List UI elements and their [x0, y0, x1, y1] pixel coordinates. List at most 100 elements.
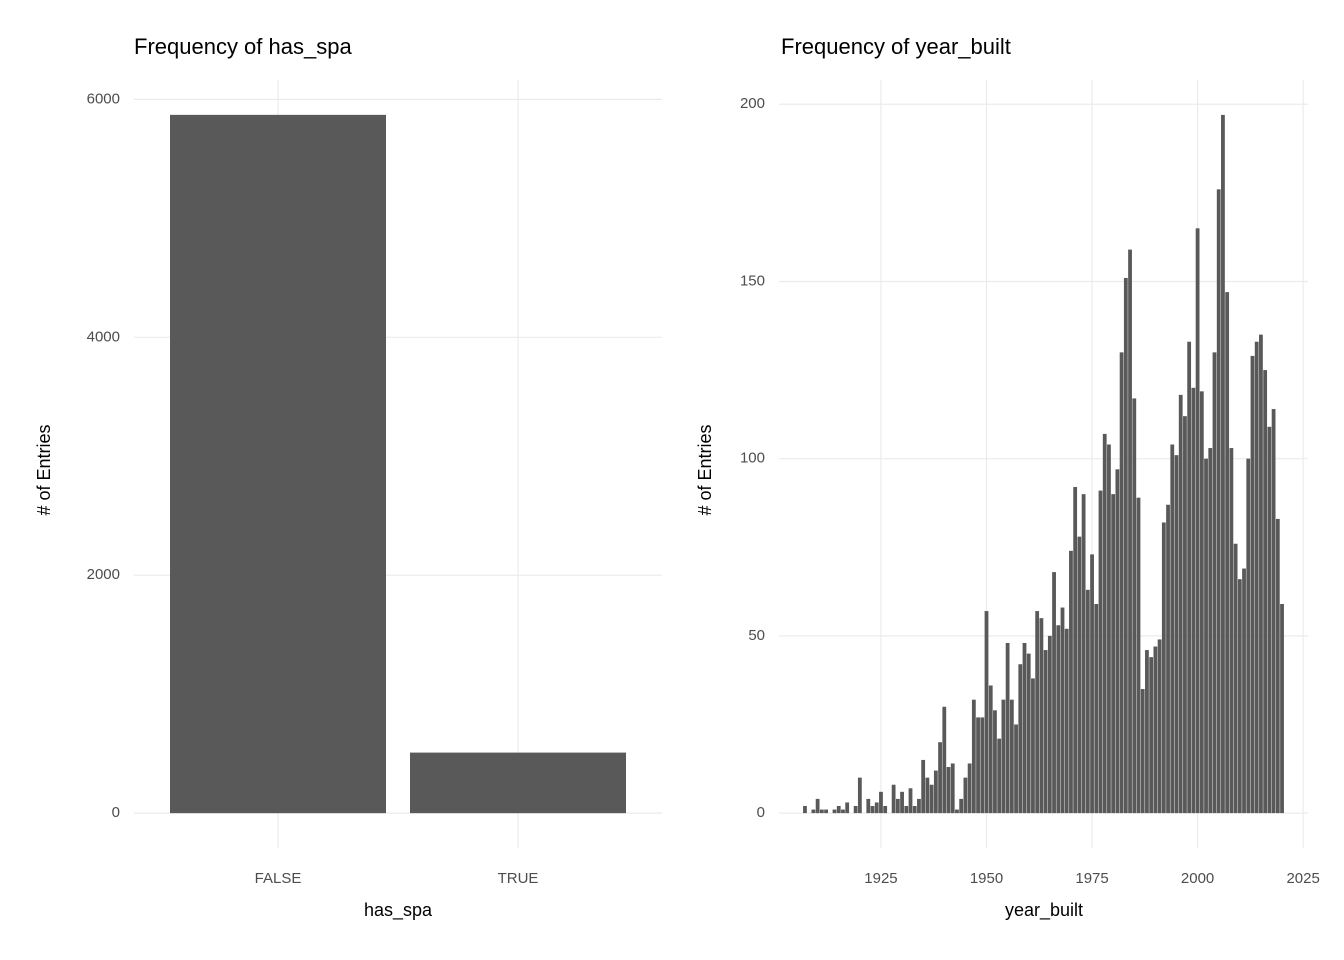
bar: [1145, 650, 1149, 814]
bar: [1242, 568, 1246, 814]
bar: [1107, 444, 1111, 814]
bar: [955, 809, 959, 814]
bar: [1111, 494, 1116, 814]
bar: [866, 798, 871, 814]
bar: [1225, 292, 1230, 814]
y-tick-label: 2000: [87, 566, 120, 583]
bar: [857, 777, 862, 814]
bar: [824, 809, 828, 814]
bar: [1018, 664, 1023, 814]
bar: [1246, 458, 1251, 814]
bar: [1140, 689, 1145, 814]
bar: [963, 777, 968, 814]
bar: [1195, 228, 1200, 814]
bar: [1039, 618, 1044, 814]
bar: [942, 706, 947, 814]
bar: [1280, 603, 1284, 814]
bar: [1174, 455, 1179, 814]
bar: [410, 752, 626, 814]
bar: [1102, 433, 1107, 814]
x-tick-label: FALSE: [255, 870, 302, 887]
bar: [904, 806, 909, 814]
bar: [170, 114, 386, 814]
bar: [832, 809, 837, 814]
bar: [1128, 249, 1132, 814]
bar: [853, 806, 858, 814]
y-axis-title: # of Entries: [34, 424, 54, 515]
bar: [1153, 646, 1158, 814]
bar: [1026, 653, 1031, 814]
bar: [1073, 487, 1078, 814]
bar: [870, 806, 875, 814]
bar: [1183, 416, 1187, 814]
bar: [819, 809, 824, 814]
bar: [1090, 554, 1094, 814]
bar: [879, 791, 883, 814]
x-tick-label: 1950: [970, 870, 1003, 887]
bar: [908, 788, 913, 814]
y-axis-title: # of Entries: [695, 424, 715, 515]
bar: [1081, 494, 1086, 814]
bar: [1043, 650, 1048, 814]
bar: [921, 759, 926, 814]
chart-title: Frequency of has_spa: [134, 34, 352, 59]
bar: [1221, 114, 1225, 814]
bar: [929, 784, 934, 814]
bar: [1161, 522, 1166, 814]
bar: [1233, 543, 1238, 814]
bar: [1237, 579, 1242, 814]
bar: [1275, 518, 1280, 814]
bar: [1204, 458, 1208, 814]
y-tick-label: 0: [112, 804, 120, 821]
bar: [1005, 642, 1010, 814]
bar: [980, 717, 985, 814]
x-tick-label: TRUE: [498, 870, 539, 887]
bar: [1064, 628, 1069, 814]
bar: [811, 809, 816, 814]
bar: [1199, 391, 1204, 814]
bar: [803, 806, 807, 814]
bar: [841, 809, 845, 814]
bar: [1136, 497, 1141, 814]
bar: [1263, 370, 1268, 814]
bar: [1170, 444, 1175, 814]
bar: [1119, 352, 1124, 814]
bar: [1077, 536, 1082, 814]
bar: [874, 802, 879, 814]
bar: [933, 770, 938, 814]
bar: [1271, 409, 1276, 814]
bar: [950, 763, 955, 814]
y-tick-label: 0: [757, 804, 765, 821]
bar: [1022, 642, 1027, 814]
bar: [1035, 611, 1040, 814]
y-tick-label: 100: [740, 450, 765, 467]
bar: [1047, 635, 1052, 814]
bar: [836, 806, 841, 814]
bar: [959, 798, 964, 814]
bar: [1052, 572, 1056, 814]
x-axis-title: year_built: [1005, 900, 1083, 921]
x-axis-title: has_spa: [364, 900, 433, 921]
bar: [1212, 352, 1217, 814]
y-tick-label: 4000: [87, 328, 120, 345]
bar: [1123, 277, 1128, 814]
bar: [845, 802, 850, 814]
bar: [900, 791, 904, 814]
bar: [976, 717, 980, 814]
bar: [1060, 607, 1065, 814]
bar: [895, 798, 900, 814]
bar: [1009, 699, 1014, 814]
bar: [997, 738, 1002, 814]
x-tick-label: 1975: [1075, 870, 1108, 887]
x-tick-label: 2000: [1181, 870, 1214, 887]
bar: [988, 685, 993, 814]
bar: [1031, 678, 1035, 814]
bar: [1094, 603, 1099, 814]
bar: [1157, 639, 1162, 814]
bar: [1001, 699, 1006, 814]
bar: [1085, 589, 1090, 814]
bar: [1149, 657, 1154, 814]
bar: [971, 699, 976, 814]
bar: [1216, 189, 1221, 814]
